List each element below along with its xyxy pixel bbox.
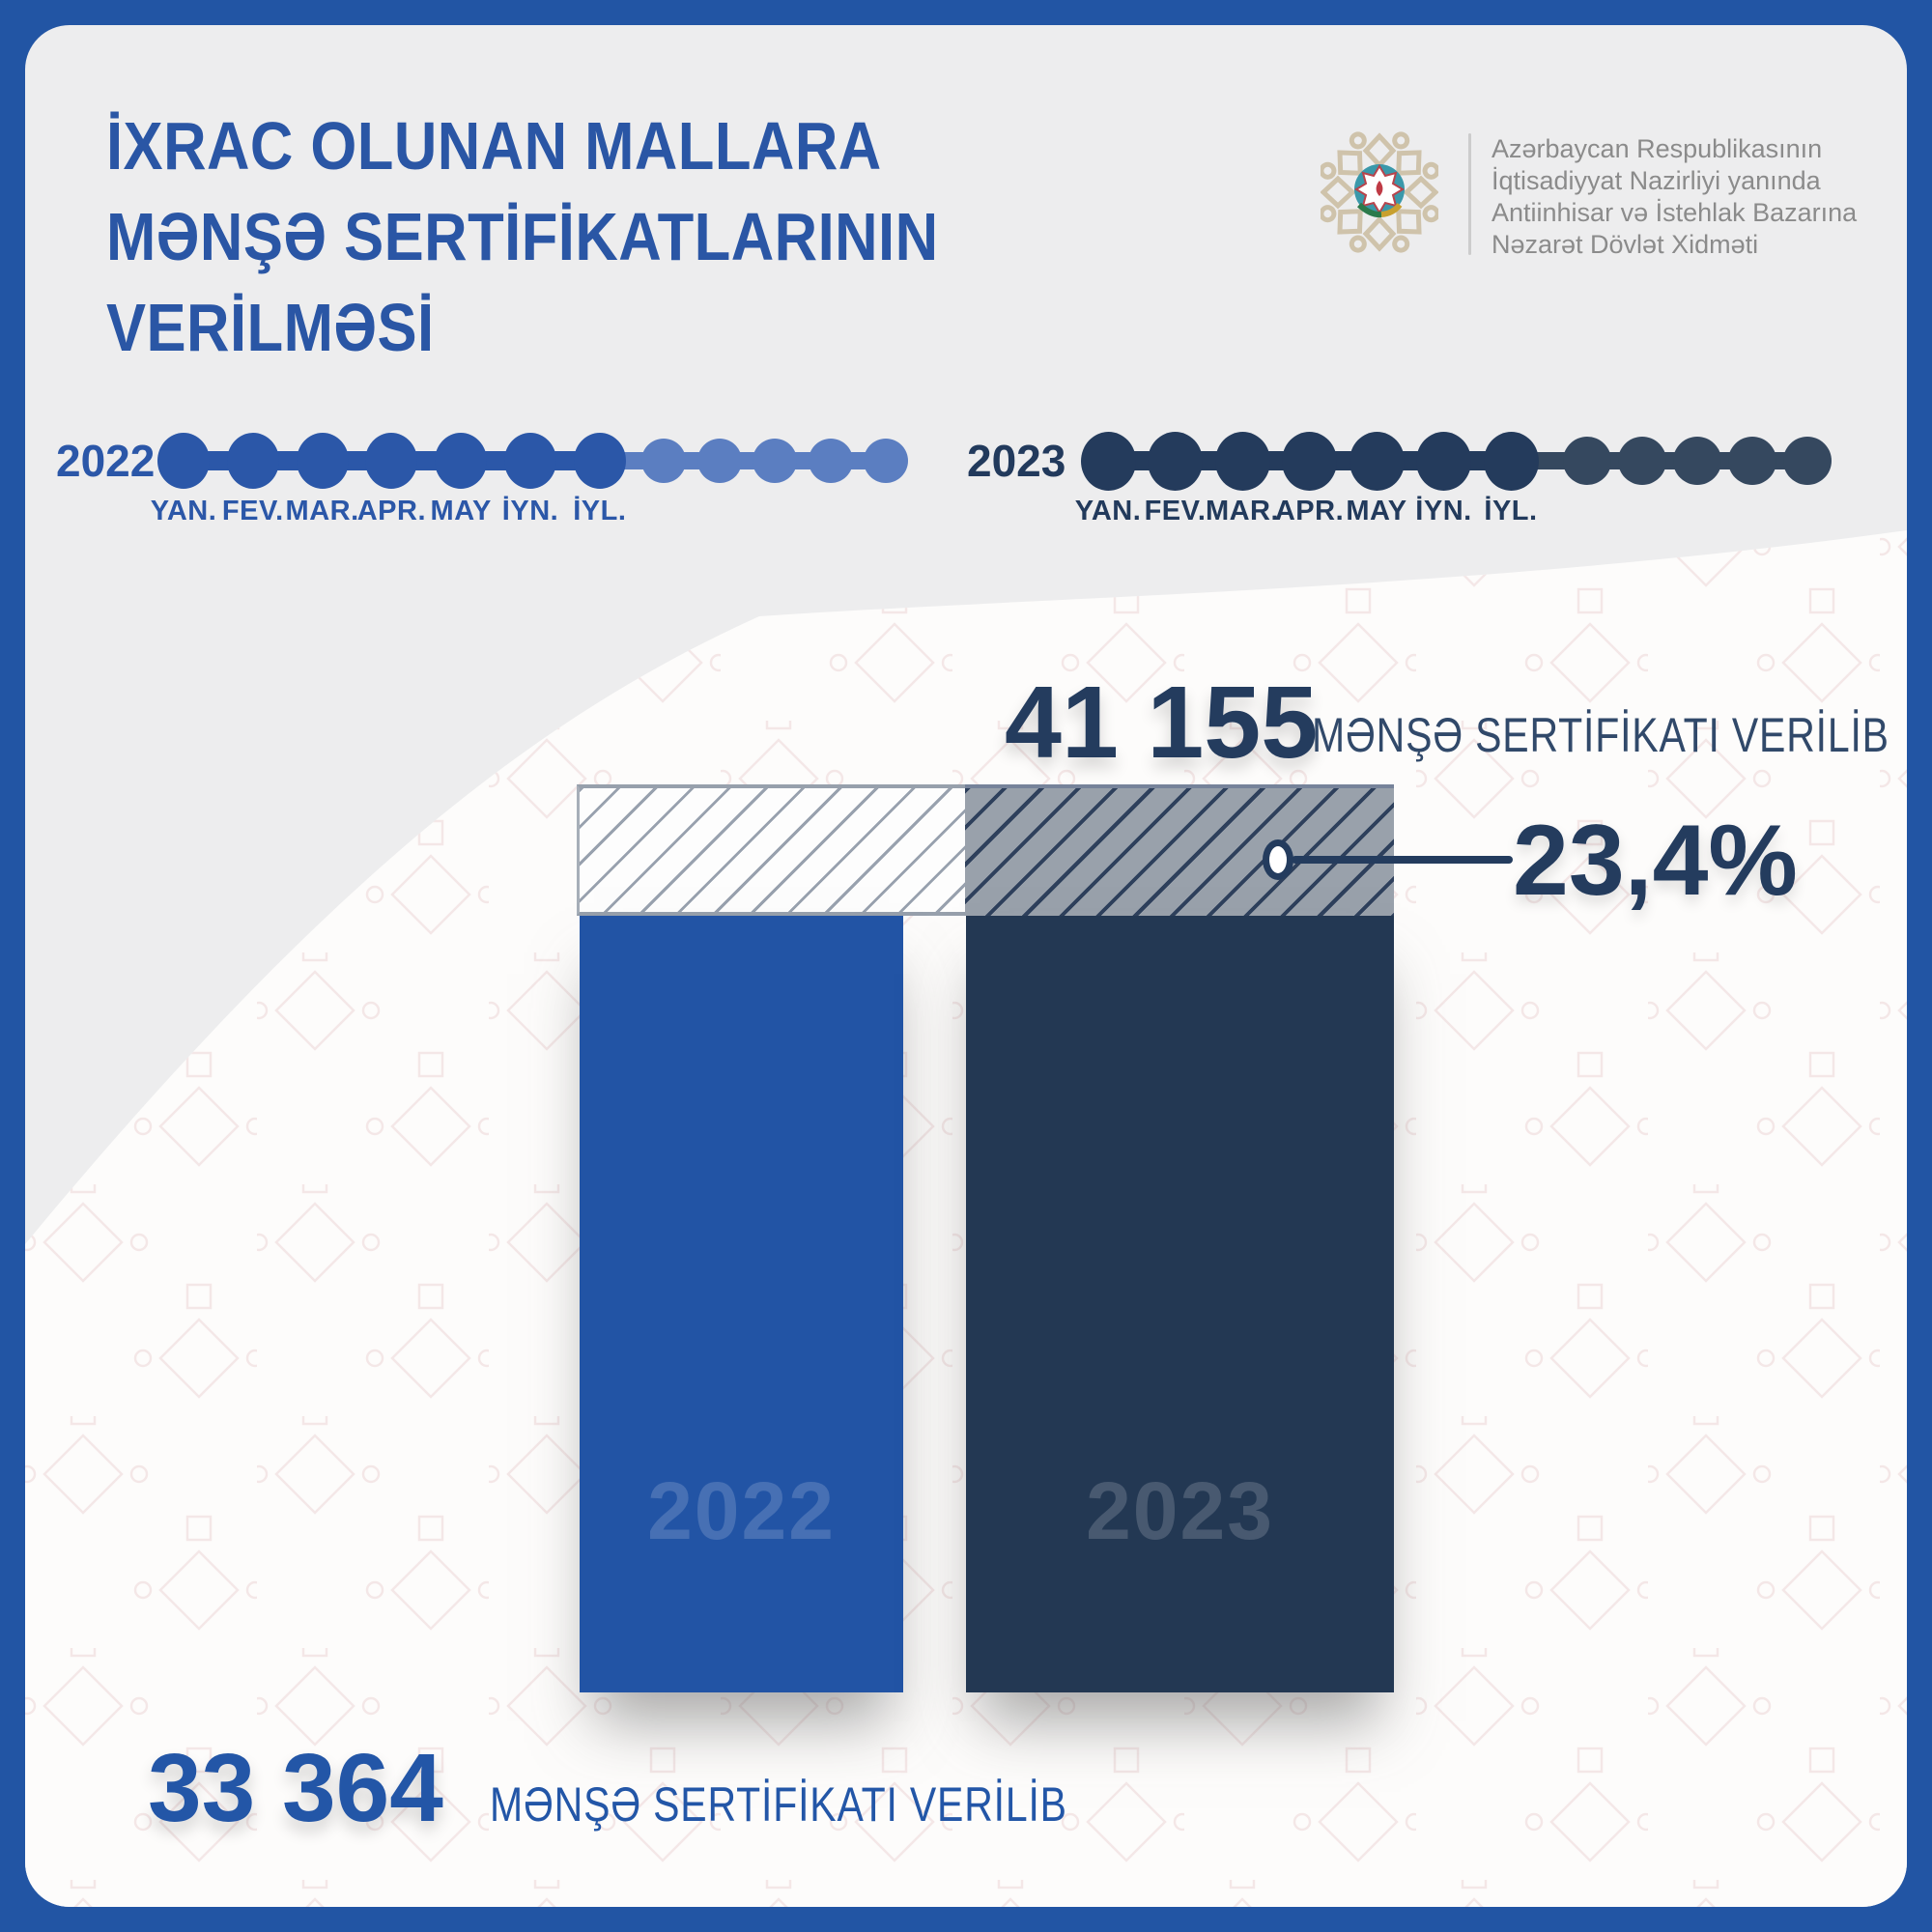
timeline-month-label: APR. bbox=[1274, 496, 1345, 526]
timeline-month-dot bbox=[1483, 431, 1539, 491]
timeline-month-label: İYN. bbox=[501, 496, 559, 526]
timeline-remaining-dot bbox=[641, 439, 686, 483]
timeline-month-label: MAY bbox=[430, 496, 492, 526]
timeline-month-dot bbox=[435, 433, 488, 489]
bar-2023-label: 2023 bbox=[1086, 1465, 1274, 1556]
organization-name-line-2: İqtisadiyyat Nazirliyi yanında bbox=[1492, 166, 1821, 195]
percent-connector-line bbox=[1292, 856, 1513, 864]
value-2022-unit-label: MƏNŞƏ SERTİFİKATI VERİLİB bbox=[490, 1777, 1067, 1832]
value-2023-unit-label: MƏNŞƏ SERTİFİKATI VERİLİB bbox=[1312, 708, 1889, 762]
value-2023: 41 155 bbox=[1005, 666, 1319, 780]
page-title: İXRAC OLUNAN MALLARA MƏNŞƏ SERTİFİKATLAR… bbox=[106, 100, 939, 373]
organization-name: Azərbaycan Respublikasının İqtisadiyyat … bbox=[1492, 133, 1857, 261]
value-2022: 33 364 bbox=[148, 1734, 443, 1842]
bar-2022-label: 2022 bbox=[647, 1465, 836, 1556]
timeline-2022-year-label: 2022 bbox=[56, 436, 156, 486]
percent-marker-dot bbox=[1263, 839, 1293, 880]
timeline-2023-year-label: 2023 bbox=[967, 436, 1066, 486]
timeline-month-label: YAN. bbox=[1074, 496, 1142, 526]
timeline-month-dot bbox=[1349, 431, 1405, 491]
percent-change-value: 23,4% bbox=[1513, 805, 1798, 917]
timeline-month-label: İYL. bbox=[1484, 496, 1538, 526]
organization-name-line-3: Antiinhisar və İstehlak Bazarına bbox=[1492, 198, 1858, 227]
timeline-month-label: APR. bbox=[356, 496, 427, 526]
timeline-month-dot bbox=[1080, 431, 1136, 491]
timeline-month-dot bbox=[1148, 431, 1203, 491]
ministry-emblem-icon bbox=[1321, 128, 1438, 257]
bar-2022 bbox=[580, 916, 903, 1692]
timeline-remaining-dot bbox=[1673, 437, 1721, 485]
timeline-month-dot bbox=[1282, 431, 1337, 491]
timeline-month-label: MAR. bbox=[1205, 496, 1280, 526]
timeline-month-label: İYN. bbox=[1415, 496, 1472, 526]
increase-hatch-2023 bbox=[965, 784, 1394, 916]
page-title-line-3: VERİLMƏSİ bbox=[106, 290, 435, 365]
infographic-card: İXRAC OLUNAN MALLARA MƏNŞƏ SERTİFİKATLAR… bbox=[25, 25, 1907, 1907]
timeline-month-dot bbox=[1214, 431, 1270, 491]
timeline-remaining-dot bbox=[1563, 437, 1611, 485]
timeline-remaining-dot bbox=[1783, 437, 1832, 485]
organization-name-line-4: Nəzarət Dövlət Xidməti bbox=[1492, 230, 1759, 259]
timeline-month-label: MAR. bbox=[285, 496, 359, 526]
timeline-month-dot bbox=[504, 433, 556, 489]
organization-name-line-1: Azərbaycan Respublikasının bbox=[1492, 134, 1823, 163]
timeline-month-dot bbox=[1416, 431, 1471, 491]
timeline-month-dot bbox=[226, 433, 279, 489]
bar-2023 bbox=[966, 916, 1394, 1692]
logo-divider bbox=[1468, 133, 1471, 255]
increase-gap-hatch-2022 bbox=[577, 784, 965, 916]
timeline-month-dot bbox=[296, 433, 349, 489]
timeline-month-dot bbox=[157, 433, 210, 489]
timeline-month-label: İYL. bbox=[573, 496, 627, 526]
timeline-remaining-dot bbox=[864, 439, 908, 483]
timeline-month-dot bbox=[365, 433, 418, 489]
timeline-month-label: FEV. bbox=[1144, 496, 1207, 526]
page-title-line-2: MƏNŞƏ SERTİFİKATLARININ bbox=[106, 199, 939, 274]
timeline-remaining-dot bbox=[1728, 437, 1776, 485]
timeline-month-label: MAY bbox=[1346, 496, 1407, 526]
timeline-remaining-dot bbox=[753, 439, 797, 483]
timeline-month-label: FEV. bbox=[221, 496, 284, 526]
timeline-remaining-dot bbox=[1618, 437, 1666, 485]
timeline-month-dot bbox=[573, 433, 626, 489]
page-title-line-1: İXRAC OLUNAN MALLARA bbox=[106, 108, 882, 184]
timeline-remaining-dot bbox=[808, 439, 853, 483]
timeline-remaining-dot bbox=[696, 439, 742, 483]
timeline-month-label: YAN. bbox=[150, 496, 217, 526]
